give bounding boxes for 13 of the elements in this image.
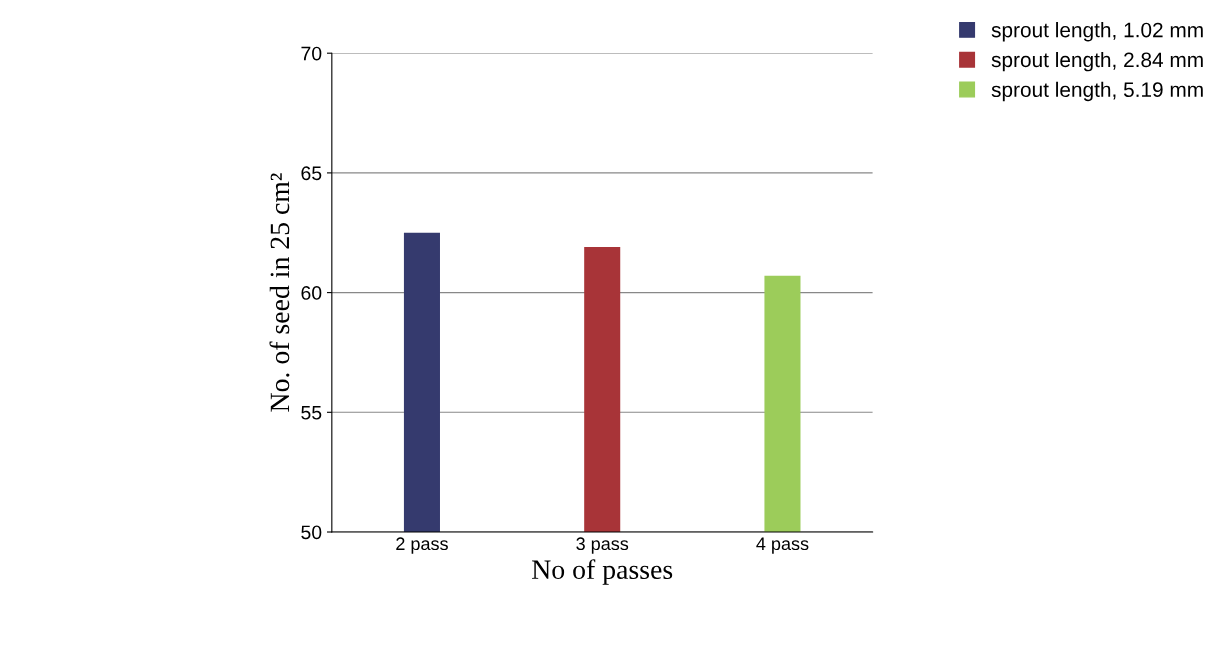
x-tick-label: 4 pass [756,537,809,554]
y-tick-label: 50 [301,525,322,540]
y-tick-label: 70 [301,46,322,61]
legend-label: sprout length, 2.84 mm [991,51,1203,72]
x-axis-title: No of passes [532,559,673,585]
y-axis-title: No. of seed in 25 cm² [269,173,290,412]
y-tick-label: 65 [301,166,322,181]
legend-label: sprout length, 5.19 mm [991,81,1203,102]
y-tick-label: 55 [301,405,322,420]
x-tick-label: 2 pass [396,537,448,554]
legend-label: sprout length, 1.02 mm [991,22,1203,42]
y-tick-label: 60 [301,286,322,300]
x-tick-label: 3 pass [576,537,629,554]
